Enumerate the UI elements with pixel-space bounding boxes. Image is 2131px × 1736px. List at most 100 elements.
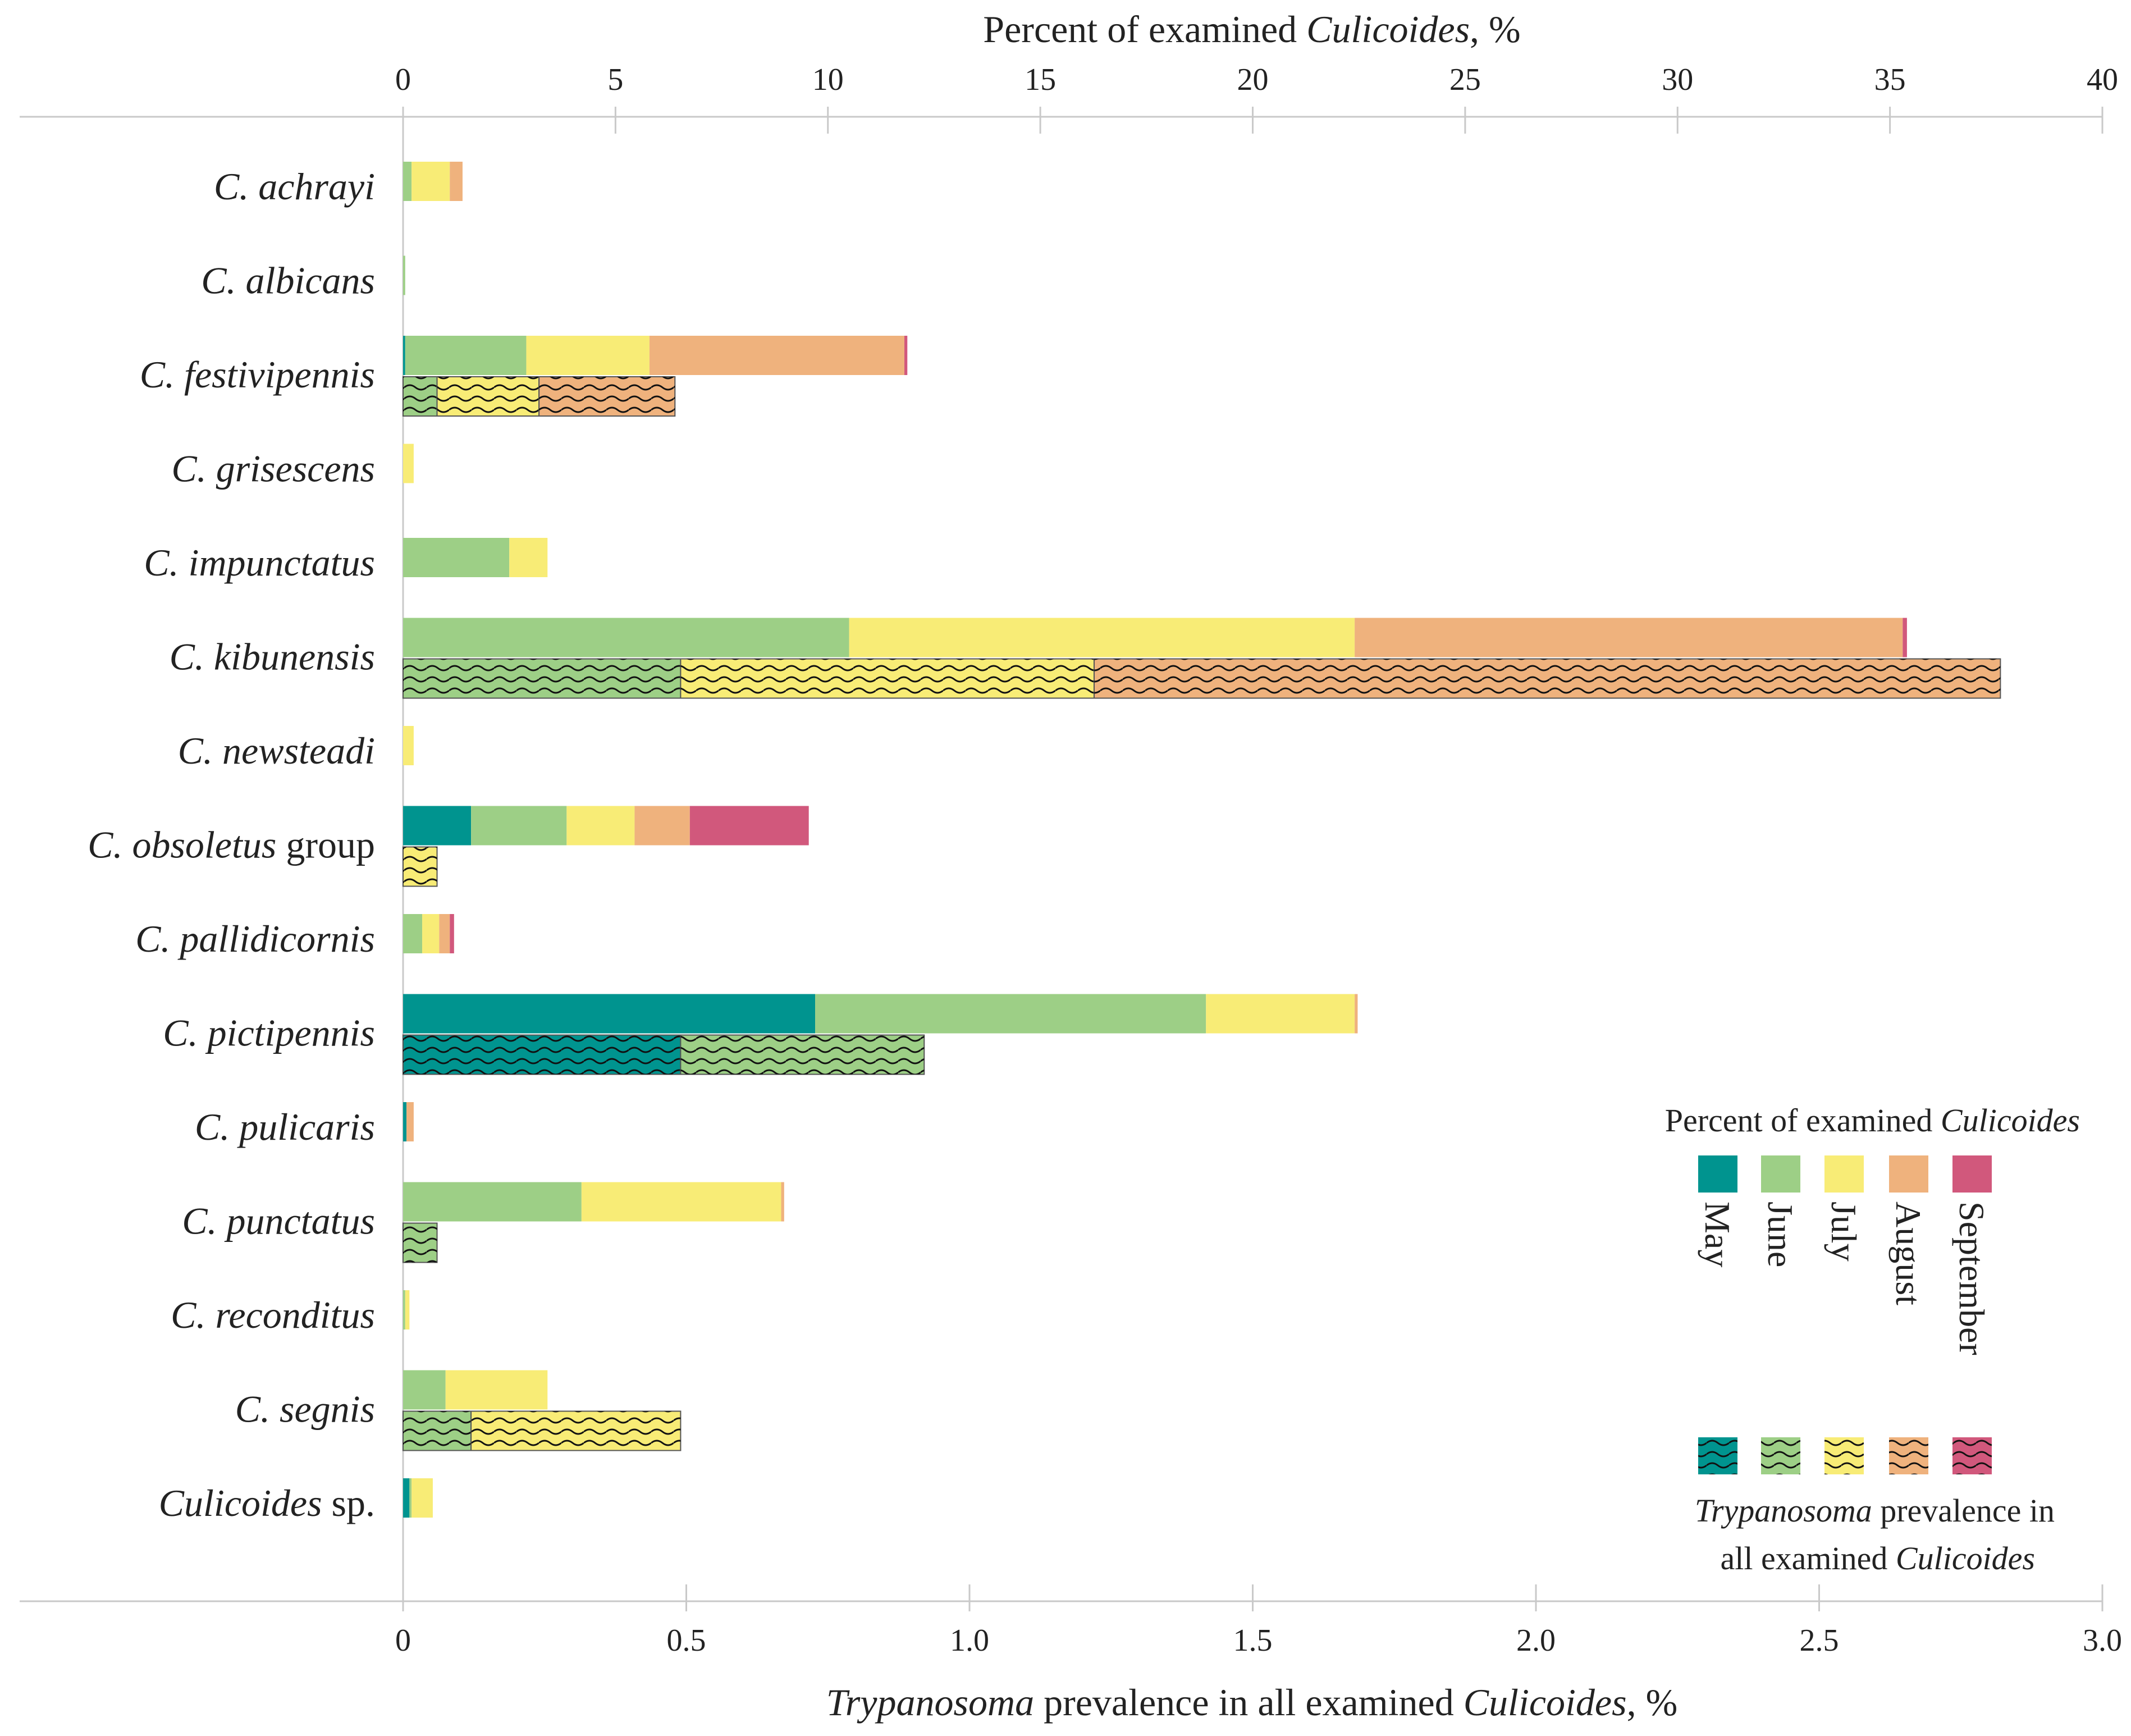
species-label-italic: C. reconditus	[171, 1294, 375, 1336]
legend-title-part: Percent of examined	[1665, 1102, 1941, 1139]
legend-swatch-september	[1952, 1155, 1992, 1193]
species-label-italic: C. festivipennis	[140, 353, 375, 396]
percent-bar-august	[406, 1102, 414, 1141]
species-label: C. impunctatus	[144, 541, 375, 584]
species-label: C. achrayi	[214, 165, 375, 208]
bottom-axis-title-part: , %	[1627, 1681, 1678, 1724]
top-axis-title-part: Percent of examined	[983, 8, 1306, 51]
species-label-italic: C. punctatus	[182, 1200, 375, 1242]
legend-pattern-overlay	[1889, 1437, 1928, 1474]
percent-bar-july	[405, 1290, 410, 1330]
bottom-axis-title-part: Trypanosoma	[826, 1681, 1034, 1724]
percent-bar-june	[405, 336, 527, 375]
top-axis-tick-label: 0	[395, 62, 411, 97]
species-label-italic: C. grisescens	[171, 447, 375, 490]
species-label: C. obsoletus group	[88, 824, 375, 866]
prevalence-bar-pattern	[471, 1411, 681, 1451]
legend-title-part: Culicoides	[1896, 1540, 2035, 1577]
species-label-italic: C. achrayi	[214, 165, 375, 208]
species-label-italic: C. newsteadi	[178, 729, 375, 772]
prevalence-bar-pattern	[403, 1035, 681, 1075]
top-axis-tick-label: 25	[1449, 62, 1481, 97]
species-label: C. albicans	[201, 259, 375, 302]
species-label: C. pulicaris	[195, 1105, 375, 1148]
legend-month-label: May	[1698, 1202, 1737, 1267]
bottom-axis-title: Trypanosoma prevalence in all examined C…	[826, 1681, 1677, 1724]
bottom-axis-tick-label: 3.0	[2083, 1623, 2122, 1658]
percent-bar-august	[1355, 994, 1358, 1034]
prevalence-bar-pattern	[680, 1035, 925, 1075]
bottom-axis-tick-label: 0	[395, 1623, 411, 1658]
legend-swatch-august	[1889, 1155, 1928, 1193]
legend-swatch-july	[1824, 1155, 1864, 1193]
legend-title-part: Trypanosoma	[1695, 1492, 1872, 1529]
prevalence-bar-pattern	[403, 659, 681, 698]
legend-pattern-overlay	[1698, 1437, 1737, 1474]
legend-month-label: August	[1888, 1202, 1928, 1305]
percent-bar-may	[403, 1102, 407, 1141]
percent-bar-june	[815, 994, 1206, 1034]
legend-prevalence-title-line1: Trypanosoma prevalence in	[1695, 1492, 2055, 1529]
percent-bar-june	[403, 914, 423, 953]
percent-bar-august	[634, 806, 690, 846]
species-label-italic: C. kibunensis	[170, 636, 375, 678]
legend-month-label: September	[1952, 1202, 1992, 1355]
percent-bar-june	[403, 1370, 446, 1410]
prevalence-bar-pattern	[403, 1411, 472, 1451]
species-label: C. reconditus	[171, 1294, 375, 1336]
legend-prevalence-title-line2: all examined Culicoides	[1720, 1540, 2035, 1577]
species-label: C. pictipennis	[163, 1012, 375, 1054]
legend-pattern-overlay	[1761, 1437, 1800, 1474]
legend-title-part: all examined	[1720, 1540, 1895, 1577]
percent-bar-august	[450, 162, 463, 201]
percent-bar-september	[904, 336, 908, 375]
percent-bar-august	[649, 336, 904, 375]
legend-percent-title: Percent of examined Culicoides	[1665, 1102, 2080, 1139]
top-axis-title-part: , %	[1470, 8, 1521, 51]
legend: Percent of examined Culicoides May June Jul…	[1665, 1102, 2080, 1577]
top-axis-tick-label: 20	[1237, 62, 1269, 97]
percent-bar-may	[403, 336, 405, 375]
species-label: C. festivipennis	[140, 353, 375, 396]
prevalence-bar-pattern	[437, 377, 539, 416]
legend-swatch-may	[1698, 1155, 1737, 1193]
species-label-italic: C. obsoletus	[88, 824, 276, 866]
percent-bar-july	[849, 618, 1355, 657]
percent-bar-june	[471, 806, 567, 846]
prevalence-bar-pattern	[539, 377, 675, 416]
percent-bar-june	[403, 538, 510, 577]
legend-title-part: prevalence in	[1872, 1492, 2055, 1529]
percent-bar-may	[403, 994, 816, 1034]
legend-month-label: July	[1824, 1202, 1864, 1262]
species-label-italic: C. pictipennis	[163, 1012, 375, 1054]
percent-bar-august	[1355, 618, 1903, 657]
prevalence-bar-pattern	[680, 659, 1094, 698]
species-label: C. kibunensis	[170, 636, 375, 678]
percent-bar-july	[422, 914, 440, 953]
top-axis-tick-label: 5	[607, 62, 623, 97]
prevalence-bar-pattern	[1094, 659, 2001, 698]
percent-bar-june	[403, 1290, 405, 1330]
species-label-italic: C. pallidicornis	[135, 917, 375, 960]
species-labels: C. achrayi C. albicans C. festivipennis C. …	[88, 165, 375, 1524]
species-label-italic: C. segnis	[235, 1388, 375, 1431]
percent-bar-july	[411, 162, 450, 201]
legend-title-part: Culicoides	[1941, 1102, 2080, 1139]
top-axis-tick-label: 10	[812, 62, 844, 97]
percent-bar-july	[411, 1478, 433, 1518]
percent-bar-july	[445, 1370, 548, 1410]
bottom-axis-tick-label: 0.5	[667, 1623, 706, 1658]
species-label: C. segnis	[235, 1388, 375, 1431]
top-axis-tick-label: 30	[1662, 62, 1693, 97]
bottom-axis-tick-label: 1.5	[1233, 1623, 1273, 1658]
species-label-italic: Culicoides	[159, 1482, 322, 1524]
top-axis-tick-label: 40	[2087, 62, 2118, 97]
percent-bar-september	[689, 806, 809, 846]
percent-bar-may	[403, 806, 472, 846]
bottom-axis-tick-label: 2.0	[1516, 1623, 1556, 1658]
percent-bar-may	[403, 1478, 410, 1518]
percent-bar-july	[566, 806, 635, 846]
bottom-axis-title-part: Culicoides	[1464, 1681, 1627, 1724]
top-axis-tick-label: 15	[1025, 62, 1056, 97]
